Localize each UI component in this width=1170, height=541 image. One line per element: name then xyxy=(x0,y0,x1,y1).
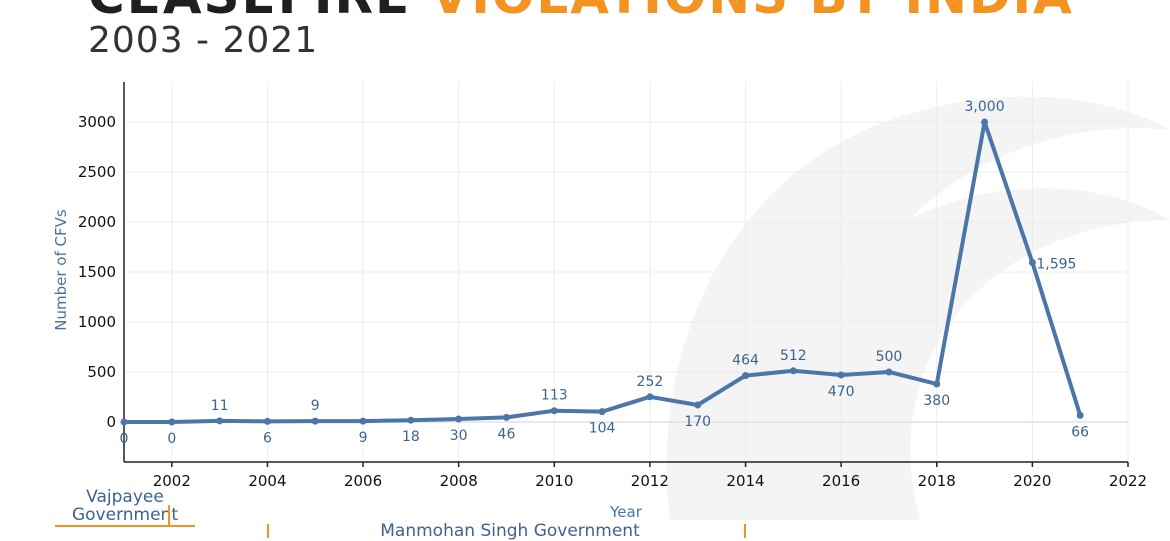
manmohan-bracket-end xyxy=(744,524,746,538)
y-axis-title: Number of CFVs xyxy=(52,209,70,331)
data-label: 1,595 xyxy=(1036,257,1076,273)
data-label: 252 xyxy=(637,374,664,390)
y-tick-label: 500 xyxy=(87,363,116,381)
data-point xyxy=(1076,411,1084,419)
data-label: 6 xyxy=(263,430,272,446)
x-tick-label: 2018 xyxy=(918,472,956,490)
data-point xyxy=(502,413,510,421)
data-point xyxy=(263,417,271,425)
chart-subtitle: 2003 - 2021 xyxy=(88,20,319,61)
data-label: 66 xyxy=(1071,424,1089,440)
title-accent: VIOLATIONS BY INDIA xyxy=(431,0,1074,25)
data-point xyxy=(646,393,654,401)
data-point xyxy=(694,401,702,409)
data-point xyxy=(455,415,463,423)
x-tick-label: 2004 xyxy=(248,472,286,490)
x-tick-label: 2020 xyxy=(1013,472,1051,490)
data-point xyxy=(168,418,176,426)
data-label: 9 xyxy=(359,430,368,446)
vajpayee-line1: Vajpayee xyxy=(86,487,164,507)
data-point xyxy=(216,417,224,425)
y-tick-label: 2000 xyxy=(78,213,116,231)
data-point xyxy=(885,368,893,376)
title-prefix: CEASEFIRE xyxy=(88,0,411,25)
data-label: 500 xyxy=(876,349,903,365)
x-tick-label: 2014 xyxy=(726,472,764,490)
data-label: 0 xyxy=(120,431,129,447)
vajpayee-government-label: Vajpayee Government xyxy=(55,488,195,527)
x-axis-title: Year xyxy=(609,503,643,521)
data-labels: 0 0 11 6 9 9 18 30 46 113 104 252 170 464 512 470 500 380… xyxy=(120,99,1090,447)
data-point xyxy=(120,418,128,426)
x-tick-label: 2002 xyxy=(153,472,191,490)
data-label: 11 xyxy=(211,398,229,414)
x-tick-label: 2008 xyxy=(440,472,478,490)
data-label: 104 xyxy=(589,421,616,437)
data-point xyxy=(742,372,750,380)
data-label: 170 xyxy=(684,414,711,430)
y-tick-label: 3000 xyxy=(78,113,116,131)
x-tick-label: 2012 xyxy=(631,472,669,490)
y-tick-label: 2500 xyxy=(78,163,116,181)
data-label: 18 xyxy=(402,429,420,445)
data-point xyxy=(359,417,367,425)
chart-title: CEASEFIRE VIOLATIONS BY INDIA xyxy=(88,0,1074,26)
data-label: 9 xyxy=(311,398,320,414)
data-point xyxy=(981,118,989,126)
manmohan-bracket-start xyxy=(267,524,269,538)
data-point xyxy=(311,417,319,425)
data-point xyxy=(550,407,558,415)
watermark-swirl-icon xyxy=(666,96,1170,521)
axes xyxy=(123,82,1129,467)
data-point xyxy=(407,416,415,424)
x-tick-label: 2016 xyxy=(822,472,860,490)
y-tick-label: 0 xyxy=(106,413,116,431)
data-point xyxy=(837,371,845,379)
data-label: 3,000 xyxy=(965,99,1005,115)
vajpayee-bracket-end xyxy=(168,505,170,527)
data-label: 512 xyxy=(780,348,807,364)
y-tick-label: 1000 xyxy=(78,313,116,331)
data-points xyxy=(120,118,1084,426)
data-label: 113 xyxy=(541,388,568,404)
data-point xyxy=(598,408,606,416)
x-tick-label: 2010 xyxy=(535,472,573,490)
x-tick-label: 2006 xyxy=(344,472,382,490)
data-label: 464 xyxy=(732,353,759,369)
data-label: 470 xyxy=(828,384,855,400)
data-label: 30 xyxy=(450,428,468,444)
x-tick-label: 2022 xyxy=(1109,472,1147,490)
vajpayee-line2: Government xyxy=(55,506,195,527)
manmohan-government-label: Manmohan Singh Government xyxy=(380,521,640,541)
data-label: 0 xyxy=(167,431,176,447)
data-point xyxy=(933,380,941,388)
data-point xyxy=(1028,259,1036,266)
data-label: 380 xyxy=(923,393,950,409)
grid xyxy=(124,82,1129,462)
y-tick-label: 1500 xyxy=(78,263,116,281)
data-label: 46 xyxy=(498,426,516,442)
data-point xyxy=(789,367,797,375)
